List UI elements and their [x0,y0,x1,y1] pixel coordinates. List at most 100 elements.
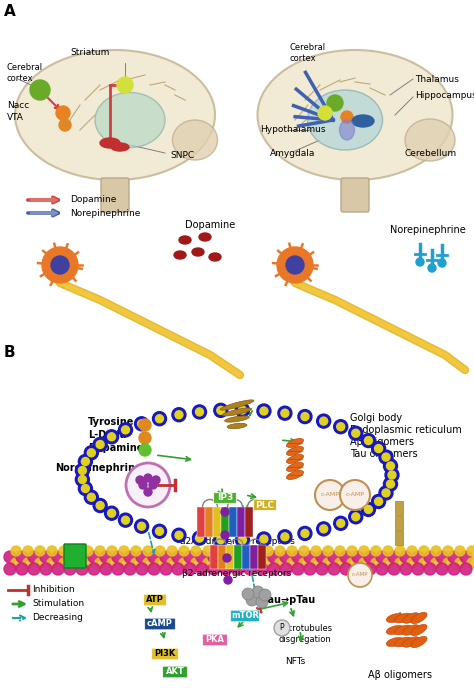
Circle shape [304,551,316,563]
Circle shape [30,80,50,100]
Ellipse shape [411,624,427,635]
Circle shape [431,546,441,556]
Circle shape [95,546,105,556]
Circle shape [340,551,352,563]
Circle shape [341,111,353,123]
Circle shape [371,546,381,556]
Bar [229,507,237,537]
Circle shape [395,546,405,556]
Text: Golgi body: Golgi body [350,413,402,423]
Circle shape [126,463,170,507]
Ellipse shape [111,143,129,151]
Circle shape [286,256,304,274]
Circle shape [167,558,177,568]
Circle shape [365,506,373,513]
Circle shape [371,558,381,568]
Circle shape [184,563,196,575]
Circle shape [244,551,256,563]
Ellipse shape [286,471,303,480]
Bar [197,507,205,537]
Circle shape [383,477,398,491]
FancyBboxPatch shape [144,594,166,606]
Circle shape [76,551,88,563]
Circle shape [47,558,57,568]
Circle shape [83,558,93,568]
Circle shape [347,558,357,568]
Text: ATP: ATP [146,595,164,604]
Circle shape [407,546,417,556]
Circle shape [96,440,104,449]
Circle shape [195,534,203,542]
Circle shape [107,546,117,556]
Text: a2A-adrenergic receptors: a2A-adrenergic receptors [180,538,294,546]
Circle shape [75,473,90,486]
Circle shape [311,558,321,568]
Circle shape [23,558,33,568]
Circle shape [259,589,271,601]
Text: SNPC: SNPC [170,150,194,159]
Circle shape [388,563,400,575]
Circle shape [118,423,133,437]
Text: PI3K: PI3K [155,649,176,658]
Circle shape [108,509,116,518]
Circle shape [179,546,189,556]
Circle shape [112,563,124,575]
Circle shape [172,408,186,422]
Circle shape [143,546,153,556]
Circle shape [59,558,69,568]
Circle shape [311,546,321,556]
Circle shape [328,551,340,563]
Circle shape [419,546,429,556]
Circle shape [359,558,369,568]
Circle shape [251,558,261,568]
Circle shape [196,551,208,563]
Circle shape [119,546,129,556]
Circle shape [139,432,151,444]
Circle shape [316,551,328,563]
Circle shape [23,546,33,556]
Text: Aβ oligomers: Aβ oligomers [350,437,414,447]
Circle shape [221,531,229,539]
Circle shape [215,558,225,568]
Text: Cerebellum: Cerebellum [405,148,457,157]
Circle shape [217,535,225,544]
Circle shape [203,546,213,556]
Ellipse shape [411,612,427,624]
Circle shape [292,563,304,575]
Circle shape [224,576,232,584]
Circle shape [88,551,100,563]
Circle shape [372,495,386,509]
Circle shape [347,546,357,556]
Circle shape [292,551,304,563]
Circle shape [301,529,309,538]
Text: Nacc: Nacc [7,101,29,110]
Circle shape [4,563,16,575]
Circle shape [386,462,394,470]
Text: Norepinephrine: Norepinephrine [390,225,466,235]
Text: Cerebral
cortex: Cerebral cortex [7,63,43,83]
Circle shape [137,420,146,428]
Ellipse shape [394,637,411,647]
Text: c-AMP: c-AMP [320,493,339,497]
Ellipse shape [192,248,204,256]
Circle shape [263,546,273,556]
Circle shape [352,551,364,563]
Circle shape [260,535,268,543]
Bar [395,531,403,545]
Text: Microtubules
disgregation: Microtubules disgregation [278,624,332,644]
Circle shape [93,498,107,513]
Text: Tau oligomers: Tau oligomers [350,449,418,459]
Circle shape [244,563,256,575]
Circle shape [383,558,393,568]
Ellipse shape [386,613,404,622]
Circle shape [143,558,153,568]
Circle shape [383,546,393,556]
FancyBboxPatch shape [341,178,369,212]
Text: c-AMP: c-AMP [346,493,365,497]
Circle shape [334,420,348,434]
Text: Hippocampus: Hippocampus [415,90,474,99]
Text: cAMP: cAMP [147,620,173,629]
Circle shape [160,551,172,563]
Circle shape [82,484,90,493]
Circle shape [139,481,147,489]
